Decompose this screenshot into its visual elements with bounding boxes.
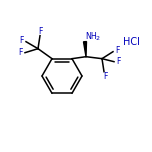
Text: F: F: [19, 36, 24, 45]
Text: F: F: [115, 46, 120, 55]
Text: 2: 2: [96, 36, 100, 41]
Text: HCl: HCl: [123, 37, 139, 47]
Text: F: F: [103, 72, 107, 81]
Text: NH: NH: [85, 32, 97, 41]
Polygon shape: [83, 42, 86, 57]
Text: F: F: [18, 48, 23, 57]
Text: F: F: [38, 27, 42, 36]
Text: F: F: [116, 57, 121, 66]
